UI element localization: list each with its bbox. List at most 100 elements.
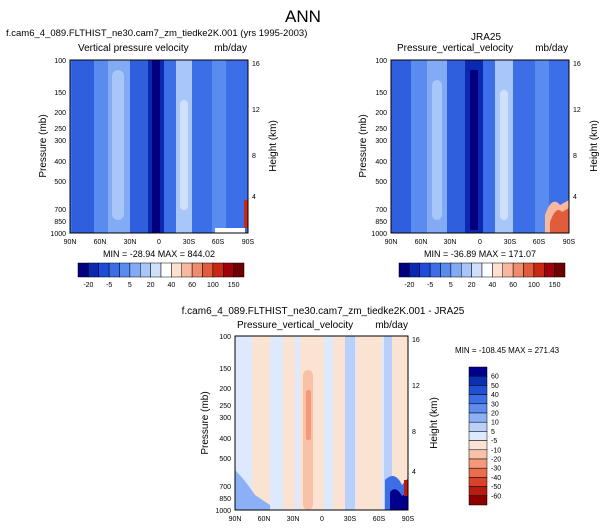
model-field-band bbox=[192, 60, 212, 233]
diff-y-ticks: 100 150 200 250 300 400 500 700 850 1000 bbox=[215, 334, 231, 515]
diff-colorbar-label: -40 bbox=[491, 475, 501, 482]
diff-y-tick: 500 bbox=[219, 456, 231, 463]
diff-y-tick: 250 bbox=[219, 403, 231, 410]
model-y-tick: 500 bbox=[54, 179, 66, 186]
obs-colorbar-label: -5 bbox=[427, 282, 433, 289]
model-colorbar-swatch bbox=[108, 262, 120, 278]
diff-height-tick: 8 bbox=[412, 429, 416, 436]
obs-field-band bbox=[391, 60, 411, 233]
figure-title: ANN bbox=[285, 7, 321, 26]
model-field-band bbox=[180, 100, 188, 210]
diff-field-band bbox=[384, 336, 392, 510]
diff-colorbar-label: 5 bbox=[491, 429, 495, 436]
diff-colorbar-label: 60 bbox=[491, 374, 499, 381]
diff-colorbar-swatch bbox=[468, 375, 488, 386]
diff-height-tick: 12 bbox=[412, 383, 420, 390]
model-x-tick: 90N bbox=[64, 239, 77, 246]
diff-colorbar-label: 30 bbox=[491, 401, 499, 408]
model-colorbar-swatch bbox=[191, 262, 203, 278]
obs-x-ticks: 90N 60N 30N 0 30S 60S 90S bbox=[385, 239, 576, 246]
diff-x-tick: 60N bbox=[258, 516, 271, 523]
model-colorbar-swatch bbox=[212, 262, 224, 278]
diff-field-band bbox=[283, 336, 295, 510]
model-height-tick: 8 bbox=[252, 153, 256, 160]
diff-plot-frame bbox=[234, 335, 409, 511]
obs-colorbar-swatch bbox=[429, 262, 441, 278]
model-x-tick: 90S bbox=[242, 239, 255, 246]
model-x-tick: 60N bbox=[94, 239, 107, 246]
diff-colorbar-label: 10 bbox=[491, 420, 499, 427]
model-y-tick: 300 bbox=[54, 138, 66, 145]
diff-colorbar-swatch bbox=[468, 403, 488, 414]
model-y-tick: 250 bbox=[54, 126, 66, 133]
model-height-tick: 12 bbox=[252, 107, 260, 114]
obs-y-tick: 850 bbox=[375, 219, 387, 226]
obs-colorbar-label: -20 bbox=[404, 282, 414, 289]
obs-field-band bbox=[535, 60, 549, 233]
model-right-axis-label: Height (km) bbox=[268, 120, 279, 172]
diff-field-band bbox=[356, 336, 382, 510]
diff-colorbar-swatch bbox=[468, 440, 488, 451]
obs-colorbar-swatch bbox=[419, 262, 431, 278]
obs-units-label: mb/day bbox=[535, 43, 568, 54]
diff-colorbar-swatch bbox=[468, 385, 488, 395]
diff-x-tick: 0 bbox=[320, 516, 324, 523]
diff-colorbar-label: 50 bbox=[491, 383, 499, 390]
model-x-tick: 0 bbox=[157, 239, 161, 246]
obs-panel-subtitle: Pressure_vertical_velocity bbox=[397, 43, 513, 54]
diff-colorbar-label: -30 bbox=[491, 466, 501, 473]
diff-y-tick: 150 bbox=[219, 366, 231, 373]
model-colorbar-swatch bbox=[202, 262, 214, 278]
obs-y-tick: 150 bbox=[375, 90, 387, 97]
obs-x-tick: 30S bbox=[504, 239, 517, 246]
model-field-band bbox=[212, 60, 226, 233]
panel-model: f.cam6_4_089.FLTHIST_ne30.cam7_zm_tiedke… bbox=[6, 28, 307, 259]
obs-height-tick: 12 bbox=[573, 107, 581, 114]
diff-field-band bbox=[345, 336, 355, 510]
obs-x-tick: 0 bbox=[478, 239, 482, 246]
model-field-band bbox=[130, 60, 148, 233]
diff-colorbar-label: -60 bbox=[491, 493, 501, 500]
model-field-band bbox=[164, 60, 176, 233]
model-colorbar-swatch bbox=[98, 262, 110, 278]
diff-field-band bbox=[235, 470, 270, 510]
obs-y-tick: 700 bbox=[375, 207, 387, 214]
panel-difference: f.cam6_4_089.FLTHIST_ne30.cam7_zm_tiedke… bbox=[182, 306, 560, 523]
diff-field-band bbox=[404, 480, 408, 496]
obs-colorbar-swatch bbox=[450, 262, 462, 278]
diff-colorbar-label: -5 bbox=[491, 438, 497, 445]
diff-colorbar-swatch bbox=[468, 495, 488, 506]
model-colorbar-swatch bbox=[77, 262, 89, 278]
diff-height-tick: 4 bbox=[412, 469, 416, 476]
diff-x-tick: 90N bbox=[229, 516, 242, 523]
model-colorbar-label: 40 bbox=[167, 282, 175, 289]
model-colorbar-swatch bbox=[171, 262, 182, 278]
diff-panel-title: f.cam6_4_089.FLTHIST_ne30.cam7_zm_tiedke… bbox=[182, 306, 465, 317]
diff-right-axis-label: Height (km) bbox=[429, 397, 440, 449]
diff-y-tick: 100 bbox=[219, 334, 231, 341]
model-colorbar-swatch bbox=[88, 262, 99, 278]
model-colorbar-swatch bbox=[129, 262, 141, 278]
obs-x-tick: 30N bbox=[444, 239, 457, 246]
obs-colorbar-swatch bbox=[533, 262, 545, 278]
model-field-band bbox=[244, 200, 248, 228]
diff-field-band bbox=[333, 336, 345, 510]
obs-right-ticks: 4 8 12 16 bbox=[573, 61, 581, 201]
model-x-ticks: 90N 60N 30N 0 30S 60S 90S bbox=[64, 239, 255, 246]
obs-y-ticks: 100 150 200 250 300 400 500 700 850 1000 bbox=[371, 58, 387, 238]
obs-field-band bbox=[470, 70, 478, 230]
obs-colorbar-swatch bbox=[440, 262, 452, 278]
diff-x-tick: 60S bbox=[373, 516, 386, 523]
obs-plot-area bbox=[390, 59, 570, 234]
diff-colorbar-label: 20 bbox=[491, 411, 499, 418]
model-x-tick: 30S bbox=[183, 239, 196, 246]
model-field-band bbox=[112, 70, 124, 220]
model-y-axis-label: Pressure (mb) bbox=[38, 114, 49, 177]
diff-height-tick: 16 bbox=[412, 337, 420, 344]
diff-field-band bbox=[252, 336, 270, 510]
model-y-tick: 1000 bbox=[50, 231, 66, 238]
model-min-max: MIN = -28.94 MAX = 844.02 bbox=[103, 249, 215, 259]
obs-y-tick: 200 bbox=[375, 110, 387, 117]
obs-colorbar-label: 150 bbox=[549, 282, 561, 289]
